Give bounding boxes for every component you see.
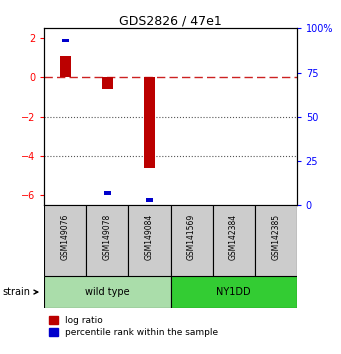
Bar xyxy=(170,276,297,308)
Text: NY1DD: NY1DD xyxy=(216,287,251,297)
Bar xyxy=(144,78,155,168)
Bar xyxy=(146,198,153,202)
Bar xyxy=(212,205,255,276)
Text: GSM142385: GSM142385 xyxy=(271,214,280,260)
Bar xyxy=(62,39,69,42)
Text: GSM149076: GSM149076 xyxy=(61,214,70,261)
Text: GSM149078: GSM149078 xyxy=(103,214,112,260)
Bar xyxy=(44,205,86,276)
Bar xyxy=(170,205,212,276)
Legend: log ratio, percentile rank within the sample: log ratio, percentile rank within the sa… xyxy=(49,316,218,337)
Bar xyxy=(44,276,170,308)
Text: GSM141569: GSM141569 xyxy=(187,214,196,260)
Title: GDS2826 / 47e1: GDS2826 / 47e1 xyxy=(119,14,222,27)
Bar xyxy=(86,205,129,276)
Text: wild type: wild type xyxy=(85,287,130,297)
Bar xyxy=(104,191,111,195)
Text: strain: strain xyxy=(2,287,38,297)
Bar xyxy=(60,56,71,78)
Text: GSM142384: GSM142384 xyxy=(229,214,238,260)
Bar xyxy=(129,205,170,276)
Text: GSM149084: GSM149084 xyxy=(145,214,154,260)
Bar xyxy=(102,78,113,89)
Bar xyxy=(255,205,297,276)
